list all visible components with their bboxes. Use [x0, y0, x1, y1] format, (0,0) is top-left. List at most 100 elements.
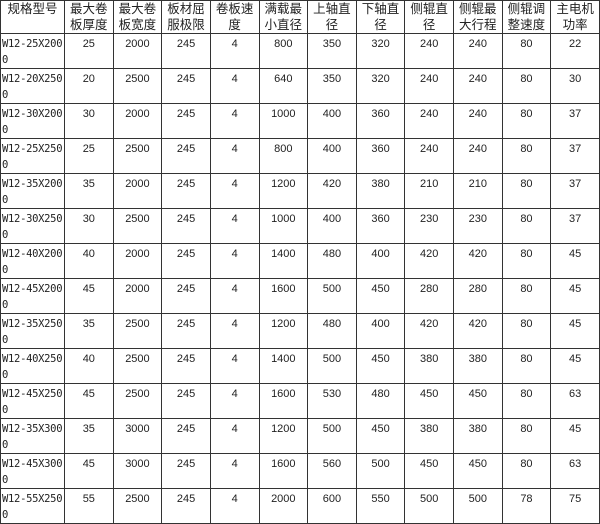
- value-cell: 400: [307, 103, 357, 139]
- model-cell: W12-30X2500: [0, 208, 65, 244]
- value-cell: 4: [209, 278, 260, 314]
- value-cell: 480: [307, 243, 357, 279]
- value-cell: 500: [307, 278, 357, 314]
- value-cell: 2000: [112, 173, 163, 209]
- value-cell: 600: [307, 488, 357, 524]
- column-header: 规格型号: [0, 0, 65, 34]
- value-cell: 245: [161, 173, 211, 209]
- value-cell: 240: [404, 33, 454, 69]
- value-cell: 380: [404, 348, 454, 384]
- model-cell: W12-20X2500: [0, 68, 65, 104]
- value-cell: 80: [501, 453, 552, 489]
- value-cell: 560: [307, 453, 357, 489]
- table-row: W12-45X2500 45 2500 245 4 1600 530 480 450 450 80 6…: [0, 383, 600, 419]
- value-cell: 450: [453, 383, 503, 419]
- model-cell: W12-45X2500: [0, 383, 65, 419]
- column-header: 主电机功率: [550, 0, 600, 34]
- value-cell: 550: [355, 488, 406, 524]
- value-cell: 500: [355, 453, 406, 489]
- value-cell: 80: [501, 313, 552, 349]
- value-cell: 80: [501, 68, 552, 104]
- column-header: 侧辊最大行程: [453, 0, 503, 34]
- value-cell: 1200: [258, 173, 309, 209]
- value-cell: 450: [453, 453, 503, 489]
- value-cell: 78: [501, 488, 552, 524]
- value-cell: 450: [355, 418, 406, 454]
- value-cell: 80: [501, 208, 552, 244]
- value-cell: 2000: [112, 243, 163, 279]
- value-cell: 380: [404, 418, 454, 454]
- value-cell: 37: [550, 208, 600, 244]
- column-header: 满载最小直径: [258, 0, 309, 34]
- value-cell: 2500: [112, 208, 163, 244]
- value-cell: 4: [209, 208, 260, 244]
- value-cell: 30: [64, 103, 114, 139]
- value-cell: 80: [501, 33, 552, 69]
- table-row: W12-40X2000 40 2000 245 4 1400 480 400 420 420 80 4…: [0, 243, 600, 279]
- value-cell: 45: [550, 418, 600, 454]
- value-cell: 40: [64, 243, 114, 279]
- value-cell: 1000: [258, 103, 309, 139]
- value-cell: 40: [64, 348, 114, 384]
- model-cell: W12-35X2000: [0, 173, 65, 209]
- value-cell: 640: [258, 68, 309, 104]
- value-cell: 245: [161, 138, 211, 174]
- value-cell: 63: [550, 453, 600, 489]
- value-cell: 500: [307, 418, 357, 454]
- value-cell: 245: [161, 348, 211, 384]
- value-cell: 480: [307, 313, 357, 349]
- value-cell: 400: [355, 243, 406, 279]
- table-row: W12-45X2000 45 2000 245 4 1600 500 450 280 280 80 4…: [0, 278, 600, 314]
- model-cell: W12-25X2500: [0, 138, 65, 174]
- value-cell: 450: [355, 348, 406, 384]
- value-cell: 25: [64, 33, 114, 69]
- value-cell: 37: [550, 173, 600, 209]
- model-cell: W12-35X3000: [0, 418, 65, 454]
- value-cell: 25: [64, 138, 114, 174]
- value-cell: 530: [307, 383, 357, 419]
- table-row: W12-35X2000 35 2000 245 4 1200 420 380 210 210 80 3…: [0, 173, 600, 209]
- value-cell: 2500: [112, 313, 163, 349]
- value-cell: 240: [404, 138, 454, 174]
- value-cell: 1200: [258, 313, 309, 349]
- value-cell: 380: [453, 418, 503, 454]
- value-cell: 4: [209, 68, 260, 104]
- value-cell: 45: [550, 243, 600, 279]
- value-cell: 400: [355, 313, 406, 349]
- value-cell: 2500: [112, 488, 163, 524]
- value-cell: 4: [209, 138, 260, 174]
- column-header: 侧辊直径: [404, 0, 454, 34]
- value-cell: 245: [161, 418, 211, 454]
- value-cell: 80: [501, 383, 552, 419]
- value-cell: 240: [404, 68, 454, 104]
- value-cell: 1400: [258, 348, 309, 384]
- value-cell: 4: [209, 103, 260, 139]
- value-cell: 35: [64, 313, 114, 349]
- value-cell: 4: [209, 383, 260, 419]
- value-cell: 1600: [258, 453, 309, 489]
- value-cell: 800: [258, 138, 309, 174]
- value-cell: 480: [355, 383, 406, 419]
- value-cell: 45: [64, 453, 114, 489]
- value-cell: 63: [550, 383, 600, 419]
- column-header: 板材屈服极限: [161, 0, 211, 34]
- value-cell: 500: [453, 488, 503, 524]
- value-cell: 4: [209, 173, 260, 209]
- value-cell: 4: [209, 313, 260, 349]
- value-cell: 800: [258, 33, 309, 69]
- value-cell: 4: [209, 33, 260, 69]
- value-cell: 420: [404, 313, 454, 349]
- value-cell: 320: [355, 33, 406, 69]
- value-cell: 240: [453, 103, 503, 139]
- value-cell: 450: [404, 383, 454, 419]
- value-cell: 80: [501, 103, 552, 139]
- value-cell: 500: [307, 348, 357, 384]
- model-cell: W12-40X2500: [0, 348, 65, 384]
- value-cell: 245: [161, 33, 211, 69]
- value-cell: 2000: [112, 33, 163, 69]
- value-cell: 45: [550, 278, 600, 314]
- value-cell: 22: [550, 33, 600, 69]
- value-cell: 35: [64, 418, 114, 454]
- value-cell: 3000: [112, 418, 163, 454]
